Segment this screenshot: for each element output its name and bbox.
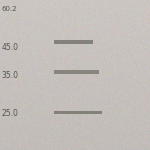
Bar xyxy=(54,70,99,74)
Bar xyxy=(54,40,93,44)
Text: 45.0: 45.0 xyxy=(2,44,18,52)
Text: 25.0: 25.0 xyxy=(2,110,18,118)
Text: 60.2: 60.2 xyxy=(2,6,17,12)
Text: 35.0: 35.0 xyxy=(2,70,18,80)
Bar xyxy=(54,111,102,114)
